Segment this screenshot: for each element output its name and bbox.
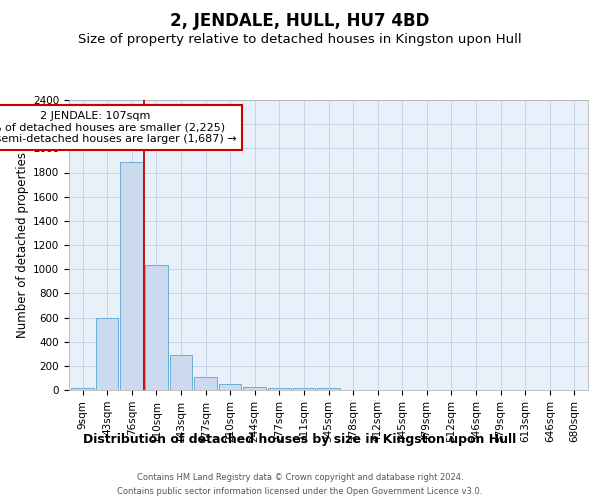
Text: Contains public sector information licensed under the Open Government Licence v3: Contains public sector information licen… [118,488,482,496]
Text: Size of property relative to detached houses in Kingston upon Hull: Size of property relative to detached ho… [78,32,522,46]
Bar [194,376,217,390]
Bar [121,162,143,390]
Text: 2, JENDALE, HULL, HU7 4BD: 2, JENDALE, HULL, HU7 4BD [170,12,430,30]
Text: Distribution of detached houses by size in Kingston upon Hull: Distribution of detached houses by size … [83,432,517,446]
Bar [244,387,266,390]
Bar [293,388,315,390]
Bar [145,265,167,390]
Bar [170,355,192,390]
Bar [96,318,118,390]
Text: Contains HM Land Registry data © Crown copyright and database right 2024.: Contains HM Land Registry data © Crown c… [137,472,463,482]
Bar [317,388,340,390]
Text: 2 JENDALE: 107sqm
← 56% of detached houses are smaller (2,225)
42% of semi-detac: 2 JENDALE: 107sqm ← 56% of detached hous… [0,111,236,144]
Bar [219,384,241,390]
Bar [268,388,290,390]
Y-axis label: Number of detached properties: Number of detached properties [16,152,29,338]
Bar [71,388,94,390]
